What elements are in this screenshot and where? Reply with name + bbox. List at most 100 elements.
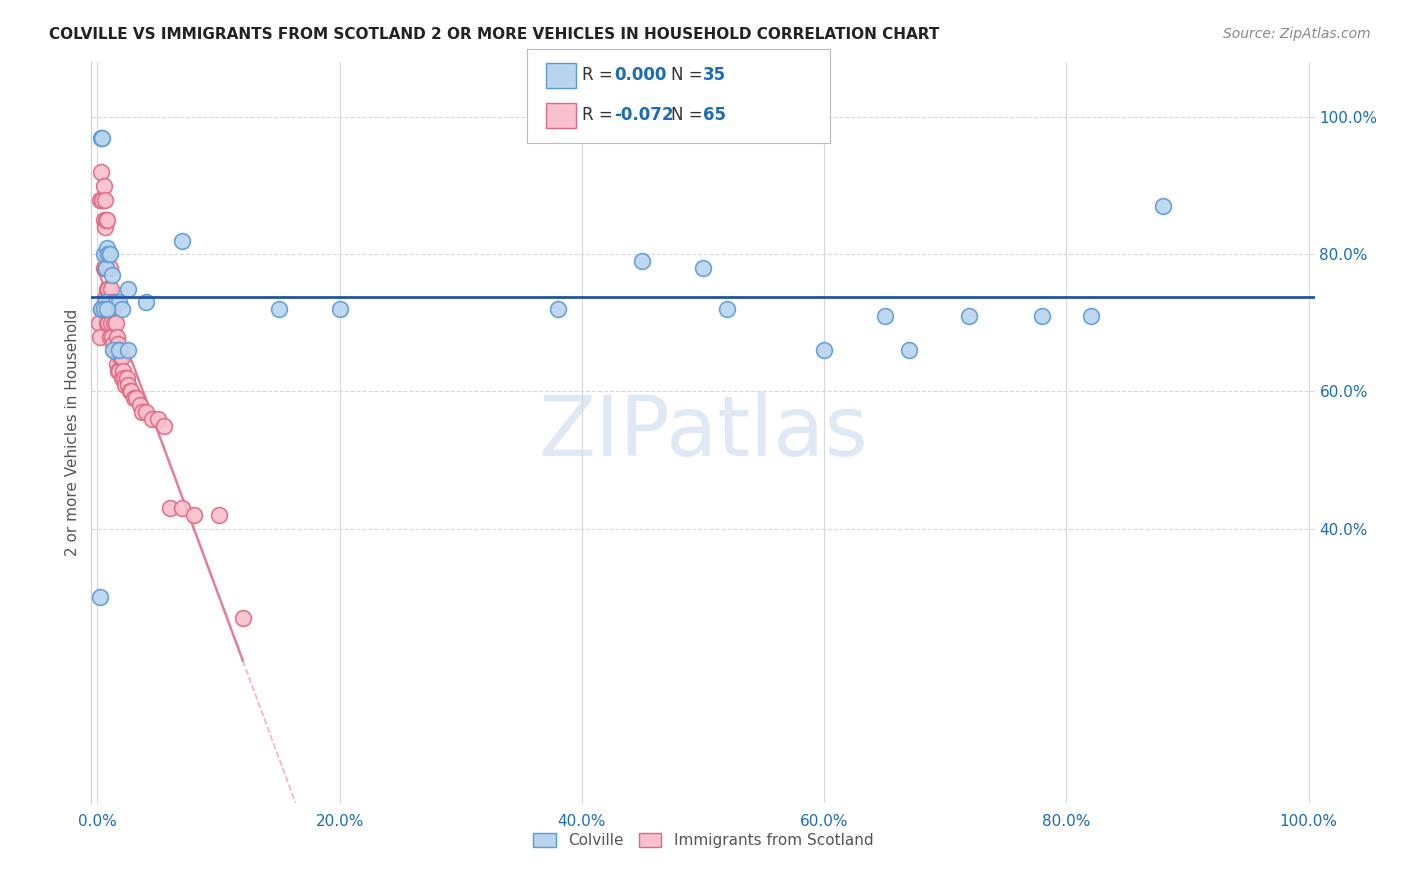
Point: [631, 254, 654, 268]
Point: [135, 405, 157, 419]
Point: [111, 364, 134, 378]
Point: [117, 377, 139, 392]
Text: 65: 65: [703, 106, 725, 124]
Point: [897, 343, 920, 358]
Point: [813, 343, 835, 358]
Text: Source: ZipAtlas.com: Source: ZipAtlas.com: [1223, 27, 1371, 41]
Point: [122, 392, 145, 406]
Point: [716, 302, 738, 317]
Point: [103, 343, 125, 358]
Point: [141, 412, 163, 426]
Point: [91, 302, 114, 317]
Point: [104, 316, 127, 330]
Point: [96, 302, 118, 317]
Point: [103, 336, 125, 351]
Point: [105, 357, 128, 371]
Text: 35: 35: [703, 67, 725, 85]
Point: [117, 282, 139, 296]
Point: [120, 384, 142, 399]
Point: [89, 329, 111, 343]
Point: [97, 282, 120, 296]
Text: -0.072: -0.072: [614, 106, 673, 124]
Text: COLVILLE VS IMMIGRANTS FROM SCOTLAND 2 OR MORE VEHICLES IN HOUSEHOLD CORRELATION: COLVILLE VS IMMIGRANTS FROM SCOTLAND 2 O…: [49, 27, 939, 42]
Point: [94, 213, 117, 227]
Point: [111, 302, 134, 317]
Point: [90, 131, 112, 145]
Text: N =: N =: [671, 67, 707, 85]
Point: [104, 343, 127, 358]
Point: [172, 234, 194, 248]
Point: [105, 329, 128, 343]
Point: [91, 131, 114, 145]
Point: [547, 302, 569, 317]
Point: [1152, 199, 1174, 213]
Point: [103, 343, 125, 358]
Point: [159, 501, 181, 516]
Point: [111, 371, 134, 385]
Point: [96, 282, 118, 296]
Point: [89, 193, 111, 207]
Point: [93, 261, 115, 276]
Point: [96, 213, 118, 227]
Point: [93, 295, 115, 310]
Point: [98, 329, 121, 343]
Point: [108, 343, 131, 358]
Point: [93, 247, 115, 261]
Point: [97, 247, 120, 261]
Point: [125, 392, 148, 406]
Point: [107, 336, 129, 351]
Point: [87, 316, 110, 330]
Point: [103, 316, 125, 330]
Point: [232, 610, 254, 624]
Point: [110, 350, 132, 364]
Point: [96, 240, 118, 255]
Point: [103, 302, 125, 317]
Point: [100, 316, 122, 330]
Text: R =: R =: [582, 106, 619, 124]
Point: [207, 508, 229, 522]
Point: [98, 247, 121, 261]
Point: [93, 219, 115, 234]
Point: [108, 295, 131, 310]
Point: [108, 364, 131, 378]
Point: [128, 398, 150, 412]
Point: [97, 247, 120, 261]
Point: [91, 193, 114, 207]
Y-axis label: 2 or more Vehicles in Household: 2 or more Vehicles in Household: [65, 309, 80, 557]
Text: R =: R =: [582, 67, 619, 85]
Point: [89, 590, 111, 604]
Point: [873, 309, 896, 323]
Point: [93, 261, 115, 276]
Point: [97, 316, 120, 330]
Point: [94, 261, 117, 276]
Point: [96, 247, 118, 261]
Point: [93, 193, 115, 207]
Point: [269, 302, 291, 317]
Point: [329, 302, 352, 317]
Point: [94, 247, 117, 261]
Point: [120, 384, 142, 399]
Point: [183, 508, 205, 522]
Point: [1031, 309, 1053, 323]
Point: [117, 343, 139, 358]
Point: [153, 418, 176, 433]
Point: [111, 350, 134, 364]
Point: [96, 316, 118, 330]
Point: [98, 261, 121, 276]
Text: ZIPatlas: ZIPatlas: [538, 392, 868, 473]
Point: [93, 213, 115, 227]
Point: [107, 364, 129, 378]
Point: [101, 295, 124, 310]
Point: [94, 288, 117, 302]
Point: [692, 261, 714, 276]
Point: [959, 309, 981, 323]
Point: [114, 377, 136, 392]
Point: [131, 405, 153, 419]
Point: [104, 295, 127, 310]
Point: [112, 371, 135, 385]
Point: [115, 371, 138, 385]
Point: [93, 302, 115, 317]
Point: [101, 268, 124, 282]
Point: [101, 329, 124, 343]
Point: [93, 178, 115, 193]
